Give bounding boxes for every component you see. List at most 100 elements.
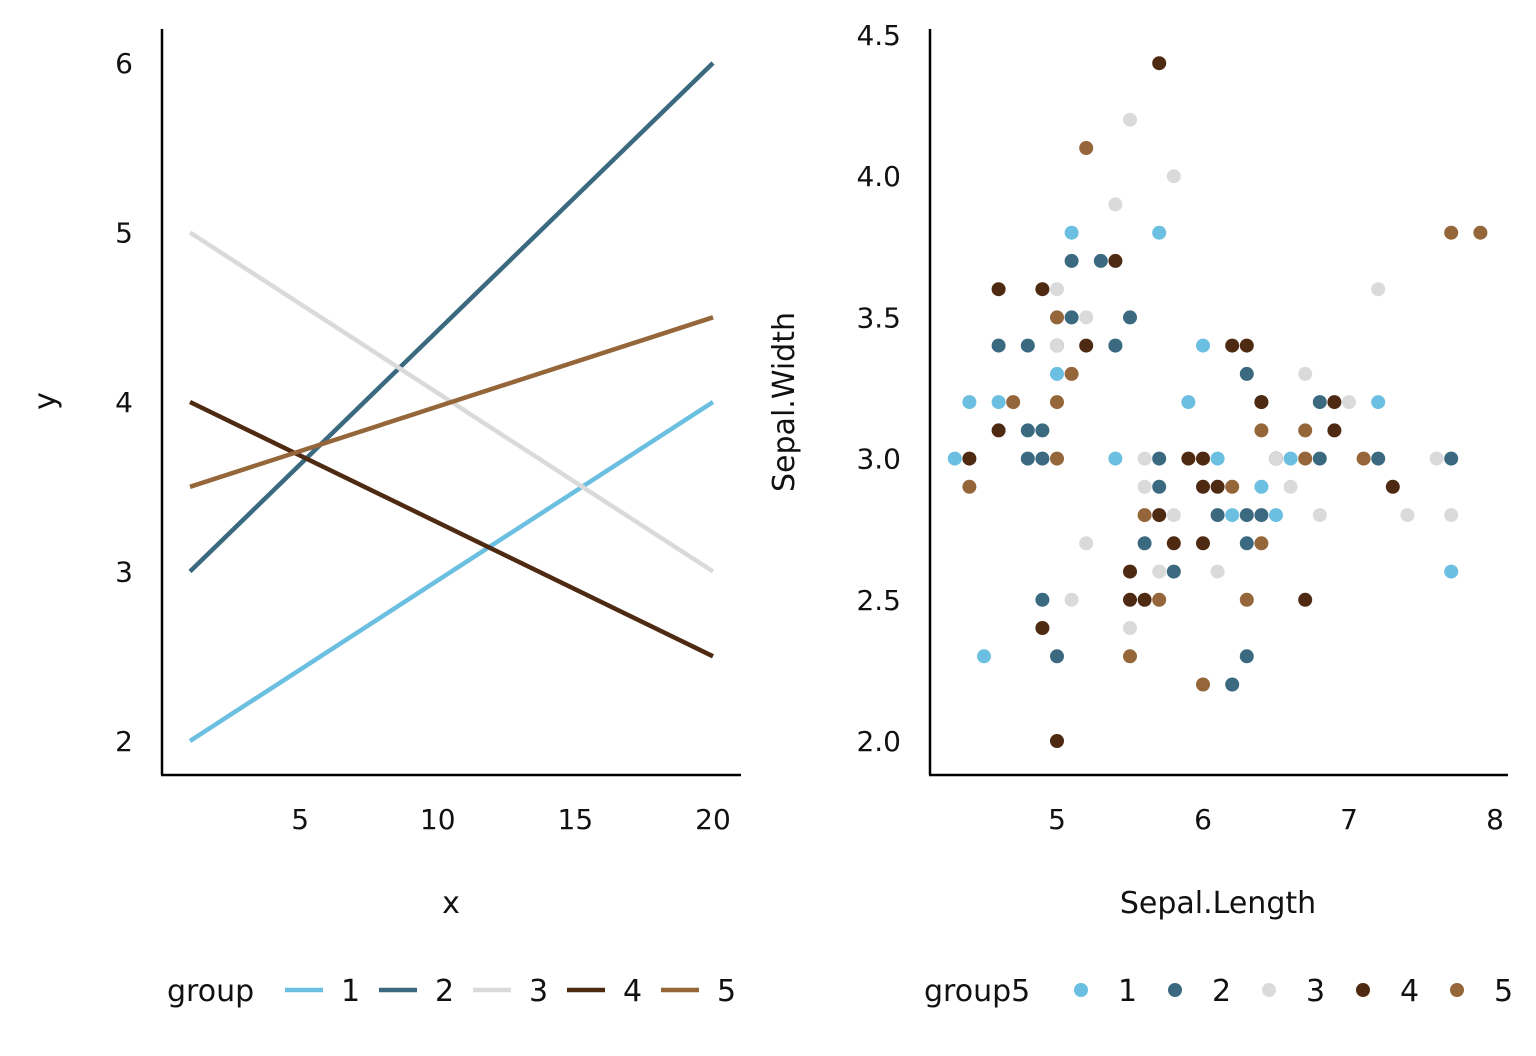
x-tick-label: 8 [1486, 803, 1504, 836]
scatter-point-group-2 [1239, 508, 1254, 523]
legend-key-5 [1450, 983, 1464, 997]
scatter-point-group-3 [1371, 282, 1386, 297]
scatter-point-group-4 [1327, 423, 1342, 438]
legend-label-2: 2 [1212, 974, 1231, 1009]
scatter-points-group [947, 56, 1488, 748]
scatter-point-group-4 [991, 423, 1006, 438]
scatter-point-group-2 [1064, 253, 1079, 268]
scatter-point-group-2 [1239, 649, 1254, 664]
legend-title: group5 [924, 974, 1030, 1009]
legend-label-2: 2 [435, 974, 454, 1009]
scatter-point-group-3 [1152, 564, 1167, 579]
scatter-point-group-2 [1093, 253, 1108, 268]
legend-label-4: 4 [1400, 974, 1419, 1009]
y-axis-title: y [28, 392, 63, 410]
scatter-point-group-1 [1269, 508, 1283, 523]
scatter-point-group-5 [1050, 451, 1064, 466]
scatter-point-group-1 [1108, 451, 1123, 466]
scatter-point-group-2 [1225, 677, 1240, 692]
scatter-point-group-2 [1064, 310, 1079, 325]
legend-label-1: 1 [341, 974, 360, 1009]
legend-label-3: 3 [1306, 974, 1325, 1009]
scatter-point-group-2 [1123, 310, 1137, 325]
scatter-point-group-5 [1006, 395, 1021, 410]
scatter-point-group-3 [1400, 508, 1415, 523]
line-series-2 [188, 61, 715, 574]
y-tick-label: 2 [115, 725, 133, 758]
scatter-point-group-4 [1196, 451, 1210, 466]
scatter-point-group-2 [1020, 423, 1035, 438]
y-tick-label: 3 [115, 556, 133, 589]
legend-label-4: 4 [623, 974, 642, 1009]
scatter-point-group-1 [947, 451, 962, 466]
scatter-point-group-4 [1254, 395, 1269, 410]
scatter-point-group-4 [1181, 451, 1196, 466]
scatter-point-group-1 [1254, 479, 1269, 494]
scatter-point-group-1 [1196, 338, 1210, 353]
scatter-point-group-2 [1444, 451, 1459, 466]
scatter-point-group-5 [1225, 479, 1240, 494]
scatter-point-group-3 [1342, 395, 1356, 410]
scatter-point-group-4 [1050, 734, 1064, 748]
y-tick-label: 4.5 [856, 19, 901, 52]
scatter-point-group-2 [1254, 508, 1269, 523]
scatter-point-group-4 [1166, 536, 1181, 551]
x-tick-label: 7 [1340, 803, 1358, 836]
scatter-point-group-2 [1371, 451, 1386, 466]
scatter-point-group-2 [1239, 366, 1254, 381]
line-series-4 [189, 399, 714, 659]
line-series-5 [189, 315, 714, 489]
scatter-point-group-3 [1429, 451, 1444, 466]
legend-key-4 [1356, 983, 1370, 997]
scatter-point-group-5 [1254, 423, 1269, 438]
scatter-point-group-5 [1254, 536, 1269, 551]
scatter-point-group-4 [1196, 479, 1210, 494]
scatter-point-group-1 [1064, 225, 1079, 240]
scatter-point-group-4 [1152, 508, 1167, 523]
scatter-point-group-4 [1152, 56, 1167, 71]
scatter-point-group-4 [1123, 592, 1137, 607]
scatter-point-group-1 [1181, 395, 1196, 410]
line-series-group [188, 61, 715, 743]
scatter-point-group-2 [1050, 649, 1064, 664]
scatter-point-group-1 [1050, 366, 1064, 381]
scatter-point-group-1 [962, 395, 977, 410]
scatter-point-group-5 [1064, 366, 1079, 381]
scatter-point-group-4 [1123, 564, 1137, 579]
y-tick-label: 2.0 [856, 725, 901, 758]
scatter-point-group-3 [1283, 479, 1298, 494]
scatter-point-group-3 [1137, 479, 1152, 494]
scatter-point-group-2 [991, 338, 1006, 353]
scatter-point-group-2 [1108, 338, 1123, 353]
scatter-chart-panel: 5 6 7 8 2.0 2.5 3.0 3.5 4.0 4.5 Sepal.Length Sep… [767, 19, 1513, 1009]
scatter-point-group-5 [1196, 677, 1210, 692]
scatter-point-group-3 [1064, 592, 1079, 607]
scatter-point-group-1 [1371, 395, 1386, 410]
scatter-point-group-3 [1050, 282, 1064, 297]
legend-key-1 [1074, 983, 1088, 997]
scatter-point-group-5 [1152, 592, 1167, 607]
scatter-point-group-4 [1035, 282, 1050, 297]
scatter-point-group-3 [1079, 536, 1094, 551]
y-tick-labels: 2.0 2.5 3.0 3.5 4.0 4.5 [856, 19, 901, 758]
scatter-point-group-2 [1312, 395, 1327, 410]
scatter-point-group-4 [1327, 395, 1342, 410]
y-tick-label: 3.5 [856, 301, 901, 334]
legend-label-1: 1 [1118, 974, 1137, 1009]
scatter-point-group-5 [1298, 451, 1313, 466]
scatter-point-group-2 [1035, 423, 1050, 438]
scatter-point-group-5 [1239, 592, 1254, 607]
scatter-point-group-3 [1108, 197, 1123, 212]
scatter-point-group-5 [1356, 451, 1371, 466]
scatter-point-group-2 [1137, 536, 1152, 551]
legend-label-5: 5 [1494, 974, 1513, 1009]
scatter-point-group-3 [1123, 112, 1137, 127]
scatter-point-group-3 [1269, 451, 1283, 466]
legend-label-3: 3 [529, 974, 548, 1009]
scatter-point-group-4 [1239, 338, 1254, 353]
scatter-point-group-1 [977, 649, 991, 664]
scatter-point-group-3 [1166, 169, 1181, 184]
scatter-point-group-4 [1385, 479, 1400, 494]
scatter-point-group-3 [1166, 508, 1181, 523]
